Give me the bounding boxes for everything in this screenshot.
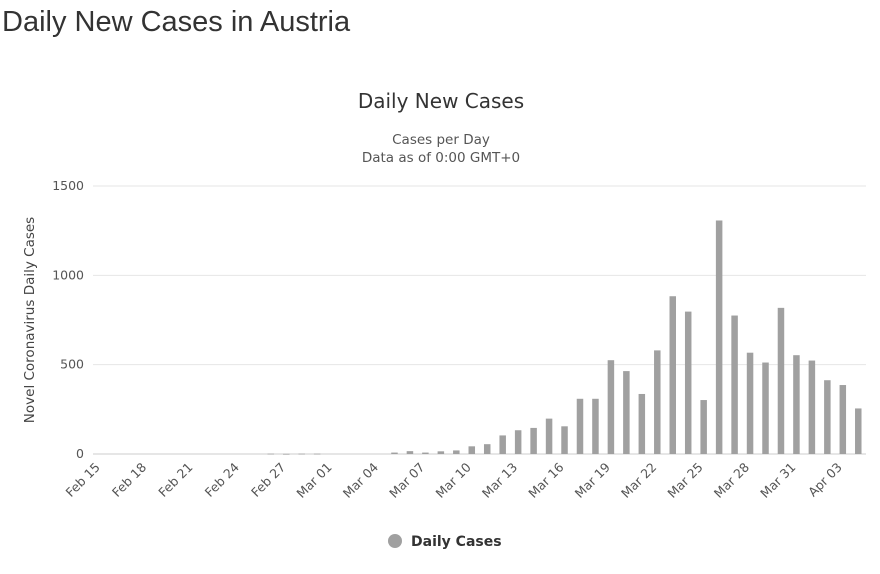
bar[interactable] — [267, 453, 275, 455]
bar[interactable] — [545, 418, 553, 454]
x-tick-label: Mar 22 — [618, 460, 659, 501]
bar[interactable] — [514, 430, 522, 454]
bar[interactable] — [731, 315, 738, 454]
legend-marker — [388, 534, 402, 548]
legend[interactable]: Daily Cases — [388, 534, 502, 550]
bar[interactable] — [762, 362, 769, 454]
x-tick-label: Mar 28 — [711, 459, 752, 500]
x-tick-label: Mar 01 — [293, 460, 334, 501]
x-tick-label: Feb 24 — [202, 459, 242, 499]
bar[interactable] — [654, 350, 661, 454]
page-title: Daily New Cases in Austria — [2, 6, 351, 38]
bar[interactable] — [483, 444, 491, 454]
y-tick-label: 1500 — [52, 178, 84, 193]
y-tick-label: 1000 — [52, 267, 84, 282]
y-tick-label: 0 — [76, 446, 84, 461]
bar[interactable] — [623, 371, 630, 454]
bar[interactable] — [607, 360, 615, 454]
bar[interactable] — [422, 452, 429, 454]
bar[interactable] — [824, 380, 831, 454]
x-tick-label: Feb 18 — [109, 459, 149, 499]
y-axis-ticks: 0 500 1000 1500 — [52, 178, 84, 461]
bar[interactable] — [746, 352, 754, 454]
x-tick-label: Mar 16 — [525, 459, 566, 500]
bar[interactable] — [298, 453, 305, 455]
bar[interactable] — [468, 446, 476, 454]
y-axis-title: Novel Coronavirus Daily Cases — [22, 217, 38, 423]
x-tick-label: Mar 25 — [664, 460, 705, 501]
chart-subtitle-line-1: Cases per Day — [392, 132, 490, 148]
bar[interactable] — [391, 452, 398, 454]
x-tick-label: Mar 19 — [572, 459, 613, 500]
bar[interactable] — [684, 311, 692, 454]
x-tick-label: Mar 31 — [757, 460, 798, 501]
bar[interactable] — [283, 453, 290, 455]
bar[interactable] — [808, 360, 816, 454]
x-tick-label: Mar 04 — [340, 459, 381, 500]
bar[interactable] — [777, 307, 785, 454]
bar[interactable] — [576, 398, 584, 454]
bar[interactable] — [453, 450, 460, 454]
x-tick-label: Apr 03 — [805, 460, 845, 500]
bar[interactable] — [793, 355, 800, 454]
bar[interactable] — [700, 400, 707, 454]
bar[interactable] — [638, 393, 646, 454]
bar[interactable] — [715, 220, 723, 454]
bars — [267, 220, 862, 455]
bar[interactable] — [437, 451, 445, 454]
bar[interactable] — [561, 426, 568, 454]
bar[interactable] — [313, 453, 321, 455]
bar[interactable] — [669, 296, 677, 454]
x-tick-label: Feb 15 — [63, 460, 103, 500]
x-tick-label: Mar 10 — [433, 459, 474, 500]
x-tick-label: Feb 27 — [248, 460, 288, 500]
bar[interactable] — [839, 385, 847, 454]
chart-title: Daily New Cases — [358, 89, 524, 113]
x-tick-label: Feb 21 — [155, 460, 195, 500]
bar[interactable] — [855, 408, 862, 454]
x-tick-label: Mar 13 — [479, 460, 520, 501]
x-axis-ticks: Feb 15 Feb 18 Feb 21 Feb 24 Feb 27 Mar 01 Mar … — [63, 459, 845, 500]
bar[interactable] — [592, 398, 599, 454]
y-tick-label: 500 — [60, 357, 84, 372]
bar[interactable] — [406, 451, 414, 454]
chart-subtitle-line-2: Data as of 0:00 GMT+0 — [362, 150, 520, 166]
legend-label-daily-cases: Daily Cases — [411, 534, 502, 550]
bar[interactable] — [530, 427, 537, 454]
x-tick-label: Mar 07 — [386, 460, 427, 501]
bar[interactable] — [499, 435, 506, 454]
